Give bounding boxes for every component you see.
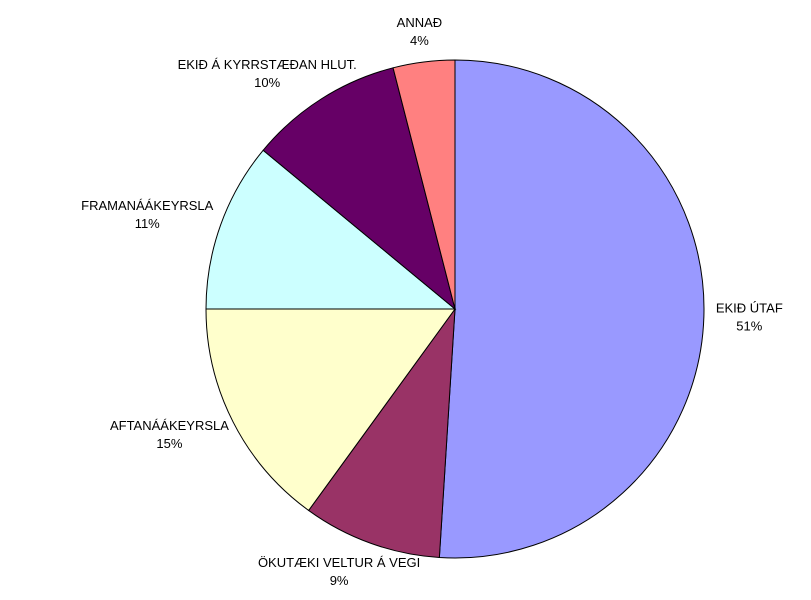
category-label: ANNAÐ [396,15,443,31]
percent-label: 11% [134,215,160,231]
percent-label: 9% [329,572,349,588]
percent-label: 4% [410,33,429,49]
percent-label: 10% [254,74,281,90]
data-label: FRAMANÁÁKEYRSLA 11% [81,196,213,232]
category-label: AFTANÁÁKEYRSLA [109,418,229,434]
data-label: AFTANÁÁKEYRSLA 15% [110,418,229,454]
pie-slice [438,59,705,559]
category-label: EKIÐ Á KYRRSTÆÐAN HLUT. [177,56,357,72]
percent-label: 15% [156,436,183,452]
pie-slice [307,307,456,559]
percent-label: 51% [736,318,763,334]
category-label: FRAMANÁÁKEYRSLA [81,197,214,213]
category-label: ÖKUTÆKI VELTUR Á VEGI [257,554,421,570]
pie-slice [205,308,456,512]
pie-slice [205,149,457,310]
pie-slice [392,59,456,310]
pie-slice [262,67,456,311]
data-label: EKIÐ Á KYRRSTÆÐAN HLUT. 10% [178,55,357,91]
data-label: EKIÐ ÚTAF 51% [716,300,783,336]
data-label: ANNAÐ 4% [397,14,443,50]
category-label: EKIÐ ÚTAF [715,300,783,316]
data-label: ÖKUTÆKI VELTUR Á VEGI 9% [258,553,420,589]
